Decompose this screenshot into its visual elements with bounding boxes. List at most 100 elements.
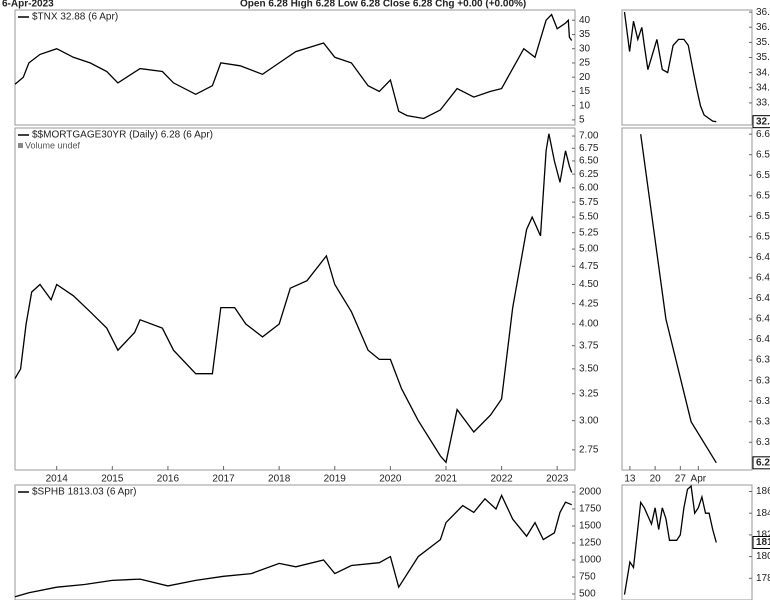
y-tick-label: 6.50 bbox=[579, 156, 599, 167]
panel-frame bbox=[14, 9, 576, 126]
header-quote: Open 6.28 High 6.28 Low 6.28 Close 6.28 … bbox=[240, 0, 526, 10]
y-tick-label: 6.30 bbox=[756, 437, 770, 448]
y-tick-label: 6.48 bbox=[756, 252, 770, 263]
y-tick-label: 4.50 bbox=[579, 279, 599, 290]
y-tick-label: 35.5 bbox=[756, 37, 770, 48]
panel-frame bbox=[14, 127, 576, 471]
y-tick-label: 6.25 bbox=[579, 169, 599, 180]
last-value-label: 32.88 bbox=[756, 116, 770, 127]
y-tick-label: 4.75 bbox=[579, 261, 599, 272]
x-tick-label: Apr bbox=[691, 474, 707, 485]
last-value-box bbox=[752, 535, 770, 549]
x-tick-label: 20 bbox=[650, 474, 662, 485]
y-tick-label: 36.5 bbox=[756, 7, 770, 18]
y-tick-label: 10 bbox=[579, 100, 591, 111]
last-value-box bbox=[752, 456, 770, 470]
y-tick-label: 7.00 bbox=[579, 131, 599, 142]
y-tick-label: 1750 bbox=[579, 504, 602, 515]
x-tick-label: 2015 bbox=[101, 474, 124, 485]
x-tick-label: 2020 bbox=[379, 474, 402, 485]
y-tick-label: 3.50 bbox=[579, 364, 599, 375]
panel-title: $$MORTGAGE30YR (Daily) 6.28 (6 Apr) bbox=[32, 130, 213, 141]
y-tick-label: 20 bbox=[579, 72, 591, 83]
x-tick-label: 2019 bbox=[324, 474, 347, 485]
panel-title: $SPHB 1813.03 (6 Apr) bbox=[32, 487, 137, 498]
x-tick-label: 2016 bbox=[157, 474, 180, 485]
y-tick-label: 2000 bbox=[579, 487, 602, 498]
price-line bbox=[623, 484, 717, 595]
y-tick-label: 1000 bbox=[579, 555, 602, 566]
y-tick-label: 6.44 bbox=[756, 293, 770, 304]
x-tick-label: 2021 bbox=[435, 474, 458, 485]
y-tick-label: 6.34 bbox=[756, 396, 770, 407]
last-value-label: 1813.03 bbox=[756, 537, 770, 548]
y-tick-label: 3.25 bbox=[579, 388, 599, 399]
y-tick-label: 4.00 bbox=[579, 319, 599, 330]
y-tick-label: 6.75 bbox=[579, 143, 599, 154]
y-tick-label: 2.75 bbox=[579, 445, 599, 456]
y-tick-label: 1860 bbox=[756, 486, 770, 497]
y-tick-label: 34.0 bbox=[756, 82, 770, 93]
y-tick-label: 4.25 bbox=[579, 298, 599, 309]
y-tick-label: 34.5 bbox=[756, 67, 770, 78]
y-tick-label: 35 bbox=[579, 29, 591, 40]
x-tick-label: 27 bbox=[675, 474, 687, 485]
x-tick-label: 2023 bbox=[546, 474, 569, 485]
volume-icon bbox=[18, 143, 23, 148]
y-tick-label: 5 bbox=[579, 115, 585, 126]
y-tick-label: 6.58 bbox=[756, 149, 770, 160]
y-tick-label: 750 bbox=[579, 572, 596, 583]
y-tick-label: 5.50 bbox=[579, 212, 599, 223]
x-tick-label: 2017 bbox=[212, 474, 235, 485]
last-value-label: 6.28 bbox=[756, 457, 770, 468]
y-tick-label: 6.00 bbox=[579, 182, 599, 193]
y-tick-label: 6.46 bbox=[756, 273, 770, 284]
y-tick-label: 6.52 bbox=[756, 211, 770, 222]
y-tick-label: 25 bbox=[579, 58, 591, 69]
x-tick-label: 2014 bbox=[46, 474, 69, 485]
panel-frame bbox=[14, 484, 576, 600]
y-tick-label: 1500 bbox=[579, 521, 602, 532]
panel-subtitle: Volume undef bbox=[25, 140, 81, 150]
y-tick-label: 1800 bbox=[756, 551, 770, 562]
y-tick-label: 3.75 bbox=[579, 340, 599, 351]
y-tick-label: 3.00 bbox=[579, 415, 599, 426]
y-tick-label: 6.38 bbox=[756, 355, 770, 366]
y-tick-label: 6.60 bbox=[756, 129, 770, 140]
price-line bbox=[640, 134, 717, 464]
y-tick-label: 6.56 bbox=[756, 170, 770, 181]
panel-frame bbox=[621, 9, 753, 126]
y-tick-label: 35.0 bbox=[756, 52, 770, 63]
y-tick-label: 6.42 bbox=[756, 314, 770, 325]
x-tick-label: 2022 bbox=[490, 474, 513, 485]
y-tick-label: 6.54 bbox=[756, 190, 770, 201]
y-tick-label: 6.40 bbox=[756, 334, 770, 345]
y-tick-label: 1840 bbox=[756, 508, 770, 519]
y-tick-label: 6.50 bbox=[756, 232, 770, 243]
panel-title: $TNX 32.88 (6 Apr) bbox=[32, 12, 118, 23]
price-line bbox=[14, 493, 572, 598]
x-tick-label: 2018 bbox=[268, 474, 291, 485]
y-tick-label: 36.0 bbox=[756, 22, 770, 33]
y-tick-label: 1250 bbox=[579, 538, 602, 549]
panel-frame bbox=[621, 127, 753, 471]
panel-frame bbox=[621, 484, 753, 600]
y-tick-label: 5.25 bbox=[579, 227, 599, 238]
last-value-box bbox=[752, 115, 770, 129]
y-tick-label: 15 bbox=[579, 86, 591, 97]
y-tick-label: 1780 bbox=[756, 573, 770, 584]
x-tick-label: 13 bbox=[624, 474, 636, 485]
price-line bbox=[623, 12, 717, 123]
price-line bbox=[14, 133, 573, 464]
y-tick-label: 5.00 bbox=[579, 244, 599, 255]
y-tick-label: 40 bbox=[579, 15, 591, 26]
y-tick-label: 33.5 bbox=[756, 98, 770, 109]
header-date: 6-Apr-2023 bbox=[2, 0, 54, 10]
y-tick-label: 5.75 bbox=[579, 197, 599, 208]
y-tick-label: 30 bbox=[579, 43, 591, 54]
y-tick-label: 6.32 bbox=[756, 416, 770, 427]
price-line bbox=[14, 13, 573, 120]
